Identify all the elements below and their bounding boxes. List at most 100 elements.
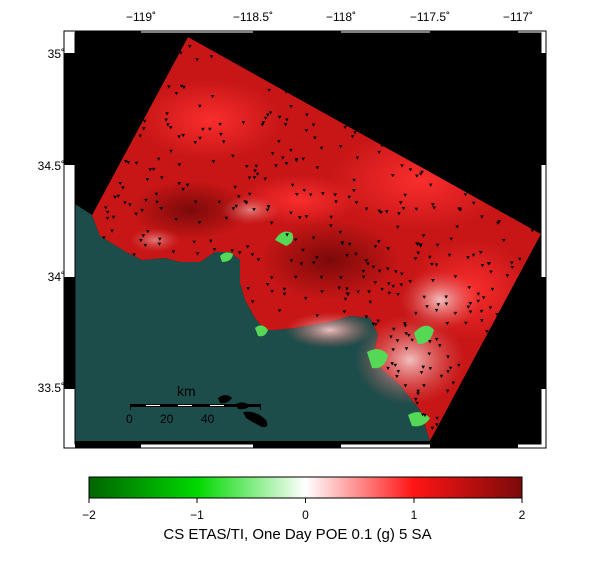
station-marker — [509, 261, 514, 265]
station-marker — [374, 323, 378, 327]
station-marker — [181, 133, 185, 138]
station-marker — [261, 121, 266, 125]
station-marker — [246, 287, 250, 291]
station-marker — [174, 217, 178, 222]
colorbar-ticks — [88, 498, 523, 503]
station-marker — [400, 164, 404, 168]
station-marker — [174, 92, 179, 96]
station-marker — [340, 241, 345, 245]
station-marker — [134, 212, 139, 216]
station-marker — [270, 289, 274, 294]
station-marker — [128, 203, 132, 207]
station-marker — [355, 156, 360, 160]
station-marker — [367, 290, 371, 294]
station-marker — [385, 210, 389, 214]
station-marker — [414, 311, 418, 316]
station-marker — [116, 194, 121, 198]
station-marker — [111, 215, 116, 219]
station-marker — [265, 208, 270, 212]
station-marker — [177, 135, 181, 139]
station-marker — [123, 159, 128, 164]
station-marker — [431, 203, 435, 207]
station-marker — [256, 258, 261, 262]
station-marker — [342, 310, 347, 314]
station-marker — [201, 127, 205, 132]
station-marker — [530, 229, 535, 233]
station-marker — [447, 253, 452, 257]
station-marker — [195, 252, 200, 256]
station-marker — [377, 209, 382, 213]
station-marker — [245, 164, 249, 169]
station-marker — [295, 193, 299, 197]
station-marker — [140, 208, 144, 213]
station-marker — [435, 243, 440, 247]
station-marker — [134, 161, 139, 165]
station-marker — [408, 168, 413, 172]
station-marker — [265, 113, 270, 117]
colorbar-tick-label: −1 — [190, 508, 204, 522]
station-marker — [270, 152, 275, 156]
station-marker — [371, 265, 376, 269]
station-marker — [430, 426, 435, 430]
station-marker — [421, 234, 426, 238]
station-marker — [404, 332, 408, 336]
station-marker — [391, 348, 395, 352]
station-marker — [468, 310, 473, 314]
station-marker — [354, 252, 358, 256]
station-marker — [260, 123, 265, 127]
station-marker — [380, 287, 384, 292]
station-marker — [397, 212, 401, 216]
station-marker — [142, 119, 147, 123]
station-marker — [289, 105, 293, 109]
station-marker — [403, 193, 407, 198]
station-marker — [210, 95, 215, 99]
station-marker — [345, 253, 349, 258]
station-marker — [241, 121, 246, 125]
station-marker — [123, 201, 127, 205]
station-marker — [299, 262, 304, 266]
station-marker — [430, 262, 434, 267]
station-marker — [250, 300, 255, 304]
station-marker — [193, 141, 198, 145]
station-marker — [281, 156, 285, 160]
station-marker — [352, 189, 356, 193]
station-marker — [293, 275, 298, 279]
station-marker — [501, 238, 506, 243]
station-marker — [422, 384, 426, 388]
station-marker — [159, 206, 164, 211]
station-marker — [126, 161, 131, 165]
station-marker — [427, 255, 432, 259]
station-marker — [301, 157, 306, 161]
station-marker — [377, 269, 382, 273]
station-marker — [413, 257, 418, 261]
station-marker — [289, 259, 294, 263]
station-marker — [166, 123, 170, 127]
lat-tick-label: 35˚ — [47, 47, 65, 61]
station-marker — [427, 352, 432, 356]
station-marker — [479, 309, 484, 314]
station-marker — [231, 207, 236, 211]
station-marker — [195, 58, 199, 62]
station-marker — [290, 183, 295, 187]
station-marker — [230, 249, 234, 253]
station-marker — [192, 240, 196, 244]
station-marker — [146, 230, 150, 234]
lon-tick-label: −119˚ — [125, 10, 157, 24]
station-marker — [446, 370, 450, 374]
station-marker — [422, 295, 427, 299]
station-marker — [415, 242, 419, 246]
station-marker — [453, 275, 458, 279]
station-marker — [386, 247, 390, 251]
station-marker — [350, 135, 355, 139]
station-marker — [377, 150, 381, 155]
station-marker — [247, 192, 252, 196]
station-marker — [164, 118, 168, 122]
station-marker — [444, 302, 449, 306]
station-marker — [132, 253, 136, 257]
station-marker — [301, 248, 305, 252]
station-marker — [319, 146, 324, 150]
station-marker — [236, 195, 241, 199]
station-marker — [408, 279, 412, 284]
station-marker — [105, 210, 110, 215]
station-marker — [315, 256, 319, 260]
